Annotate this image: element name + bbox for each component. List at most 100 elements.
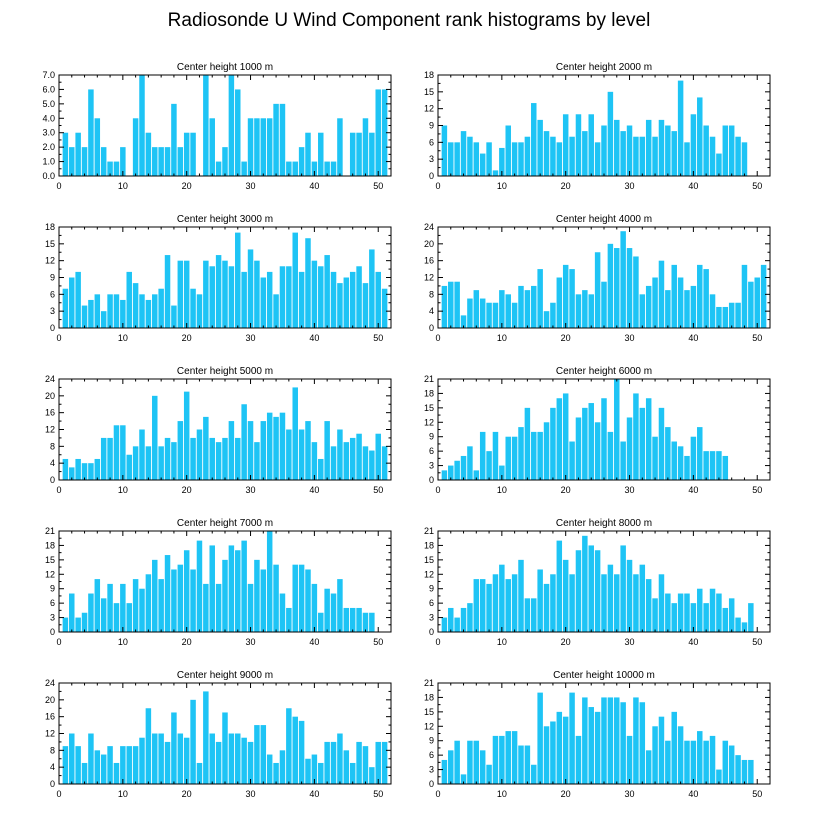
histogram-bar <box>684 593 690 632</box>
histogram-bar <box>183 132 190 176</box>
histogram-bar <box>228 545 235 632</box>
histogram-bar <box>473 142 480 176</box>
histogram-bar <box>441 470 448 480</box>
histogram-bar <box>241 271 247 328</box>
histogram-bar <box>665 290 671 329</box>
histogram-bar <box>209 437 215 480</box>
x-tick-label: 0 <box>56 333 61 343</box>
histogram-bar <box>69 147 75 176</box>
histogram-bar <box>305 238 311 328</box>
histogram-bar <box>343 750 350 784</box>
histogram-bar <box>196 540 203 632</box>
histogram-bar <box>235 733 241 784</box>
histogram-bar <box>633 136 639 176</box>
histogram-bar <box>381 89 388 176</box>
histogram-bar <box>190 699 196 784</box>
histogram-bar <box>100 311 107 328</box>
histogram-bar <box>697 264 703 329</box>
histogram-bar <box>486 451 492 480</box>
histogram-bar <box>362 283 369 328</box>
histogram-bar <box>505 294 511 328</box>
histogram-bar <box>556 398 563 480</box>
histogram-bar <box>356 741 362 784</box>
histogram-bar <box>601 281 607 328</box>
histogram-bar <box>473 579 480 632</box>
histogram-bar <box>375 741 381 784</box>
histogram-bar <box>467 298 473 328</box>
histogram-bar <box>177 733 184 784</box>
y-tick-label: 8 <box>50 441 55 451</box>
histogram-bar <box>499 147 505 176</box>
histogram-bar <box>594 142 601 176</box>
histogram-bar <box>690 285 697 328</box>
histogram-bar <box>518 559 524 632</box>
y-tick-label: 16 <box>424 256 434 266</box>
histogram-bar <box>594 711 601 784</box>
histogram-bar <box>330 446 337 480</box>
histogram-bar <box>215 161 222 176</box>
histogram-bar <box>120 299 126 328</box>
histogram-bar <box>337 429 343 480</box>
histogram-bar <box>330 741 337 784</box>
histogram-bar <box>279 412 286 480</box>
histogram-bar <box>139 588 145 632</box>
histogram-bar <box>94 750 101 784</box>
histogram-bar <box>196 429 203 480</box>
histogram-bar <box>298 429 305 480</box>
x-tick-label: 10 <box>118 637 128 647</box>
histogram-bar <box>113 425 120 480</box>
figure-title: Radiosonde U Wind Component rank histogr… <box>168 10 651 31</box>
histogram-bar <box>298 147 305 176</box>
y-tick-label: 12 <box>424 273 434 283</box>
histogram-bar <box>286 429 292 480</box>
histogram-bar <box>658 574 665 632</box>
histogram-bar <box>120 425 126 480</box>
x-tick-label: 20 <box>182 637 192 647</box>
histogram-bar <box>62 288 69 328</box>
histogram-bar <box>235 437 241 480</box>
histogram-bar <box>709 735 716 784</box>
histogram-bar <box>152 559 158 632</box>
y-tick-label: 21 <box>424 374 434 384</box>
histogram-bar <box>158 147 164 176</box>
histogram-bar <box>754 277 760 328</box>
histogram-bar <box>75 132 81 176</box>
x-tick-label: 0 <box>56 637 61 647</box>
y-tick-label: 1.0 <box>42 157 55 167</box>
x-tick-label: 0 <box>56 485 61 495</box>
histogram-bar <box>614 574 620 632</box>
histogram-bar <box>620 231 626 328</box>
histogram-bar <box>228 421 235 480</box>
histogram-bar <box>292 387 298 480</box>
histogram-bar <box>311 161 318 176</box>
y-tick-label: 20 <box>45 695 55 705</box>
histogram-bar <box>132 579 139 632</box>
histogram-bar <box>247 583 254 632</box>
histogram-bar <box>286 161 292 176</box>
histogram-bar <box>139 737 145 784</box>
x-tick-label: 50 <box>752 181 762 191</box>
histogram-bar <box>107 294 113 328</box>
histogram-bar <box>543 583 550 632</box>
histogram-bar <box>94 294 101 328</box>
histogram-bar <box>171 103 177 176</box>
histogram-bar <box>190 288 196 328</box>
histogram-bar <box>132 746 139 785</box>
histogram-bar <box>448 142 454 176</box>
histogram-bar <box>633 697 639 784</box>
histogram-bar <box>639 136 646 176</box>
histogram-bar <box>448 465 454 480</box>
histogram-bar <box>266 531 273 632</box>
histogram-bar <box>215 255 222 328</box>
histogram-bar <box>486 764 492 784</box>
histogram-bar <box>728 745 735 784</box>
histogram-bar <box>69 277 75 328</box>
y-tick-label: 24 <box>45 374 55 384</box>
histogram-bar <box>260 421 267 480</box>
histogram-bar <box>486 583 492 632</box>
histogram-bar <box>126 454 132 480</box>
histogram-bar <box>203 691 209 784</box>
histogram-bar <box>748 759 754 784</box>
histogram-bar <box>665 427 671 480</box>
